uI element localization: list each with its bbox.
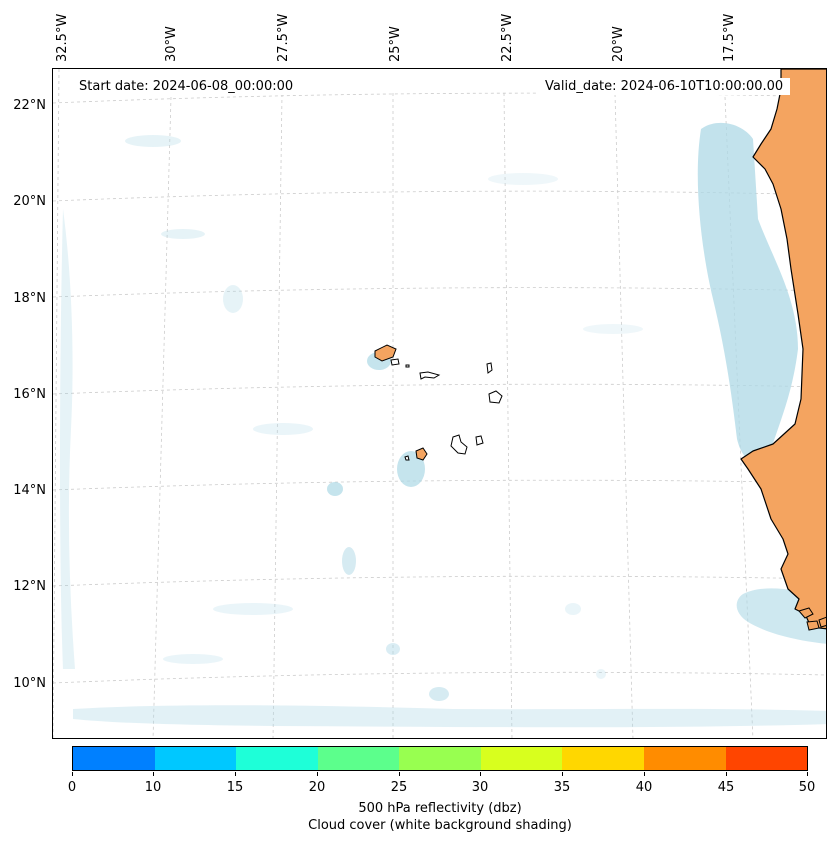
colorbar-segment-10-15	[154, 747, 237, 770]
island-sao-nicolau	[419, 371, 441, 380]
cloud-coast-band	[697, 122, 798, 462]
colorbar-tick-label-50: 50	[798, 780, 816, 795]
colorbar-tick	[644, 772, 645, 776]
island-santiago	[450, 434, 468, 455]
bissagos-islands	[798, 607, 826, 631]
africa-land	[740, 69, 826, 630]
lon-label-17-5w: 17.5°W	[722, 13, 737, 62]
lon-label-30w: 30°W	[164, 26, 179, 62]
lat-label-16n: 16°N	[13, 387, 46, 402]
colorbar-tick	[72, 772, 73, 776]
lon-label-22-5w: 22.5°W	[500, 13, 515, 62]
colorbar-tick-label-30: 30	[471, 780, 489, 795]
cloud-blob-13n	[342, 547, 356, 575]
island-santo-antao	[374, 344, 397, 362]
lat-label-20n: 20°N	[13, 194, 46, 209]
map-canvas	[53, 69, 826, 738]
colorbar-segment-35-40	[562, 747, 644, 770]
cloud-blob-14n	[327, 482, 343, 496]
colorbar-segment-45-50	[725, 747, 808, 770]
colorbar-segment-40-45	[643, 747, 726, 770]
lat-label-22n: 22°N	[13, 98, 46, 113]
island-sal	[486, 362, 493, 374]
lon-label-32-5w: 32.5°W	[55, 13, 70, 62]
colorbar-segment-20-25	[317, 747, 400, 770]
lon-label-20w: 20°W	[611, 26, 626, 62]
colorbar-subtitle: Cloud cover (white background shading)	[308, 818, 572, 833]
island-boa-vista	[488, 390, 503, 404]
island-brava	[404, 455, 410, 461]
colorbar-tick	[399, 772, 400, 776]
cloud-cluster-south-island	[397, 451, 425, 487]
start-date-label: Start date: 2024-06-08_00:00:00	[72, 78, 301, 95]
colorbar-tick	[807, 772, 808, 776]
colorbar-tick-label-45: 45	[717, 780, 735, 795]
cloud-south-band	[73, 705, 826, 728]
lat-label-14n: 14°N	[13, 483, 46, 498]
island-maio	[475, 435, 484, 446]
island-fogo	[415, 447, 428, 461]
colorbar-tick	[235, 772, 236, 776]
colorbar-tick	[317, 772, 318, 776]
island-santa-luzia	[405, 364, 410, 368]
island-sao-vicente	[390, 358, 400, 366]
cloud-blob-11n	[386, 643, 400, 655]
colorbar-tick-label-25: 25	[390, 780, 408, 795]
colorbar-tick-label-15: 15	[226, 780, 244, 795]
graticule	[53, 69, 826, 738]
lat-label-18n: 18°N	[13, 291, 46, 306]
reflectivity-colorbar	[72, 746, 808, 771]
colorbar-tick-label-0: 0	[67, 780, 77, 795]
colorbar-tick-label-20: 20	[308, 780, 326, 795]
colorbar-tick-label-35: 35	[553, 780, 571, 795]
colorbar-tick	[480, 772, 481, 776]
colorbar-segment-0-10	[73, 747, 155, 770]
lat-label-12n: 12°N	[13, 579, 46, 594]
colorbar-tick	[562, 772, 563, 776]
cape-verde-islands	[374, 344, 503, 461]
colorbar-tick	[726, 772, 727, 776]
map-panel[interactable]: Start date: 2024-06-08_00:00:00 Valid_da…	[52, 68, 827, 739]
cloud-cover	[60, 122, 826, 728]
colorbar-segment-30-35	[480, 747, 563, 770]
colorbar-tick-label-40: 40	[635, 780, 653, 795]
colorbar-tick-label-10: 10	[144, 780, 162, 795]
cloud-blob-southeast	[429, 687, 449, 701]
lon-label-25w: 25°W	[388, 26, 403, 62]
colorbar-segment-25-30	[399, 747, 481, 770]
lon-label-27-5w: 27.5°W	[276, 13, 291, 62]
colorbar-tick	[153, 772, 154, 776]
cloud-west-edge	[60, 209, 75, 669]
colorbar-segment-15-20	[236, 747, 318, 770]
colorbar-title: 500 hPa reflectivity (dbz)	[358, 801, 522, 816]
lat-label-10n: 10°N	[13, 676, 46, 691]
valid-date-label: Valid_date: 2024-06-10T10:00:00.00	[538, 78, 791, 95]
